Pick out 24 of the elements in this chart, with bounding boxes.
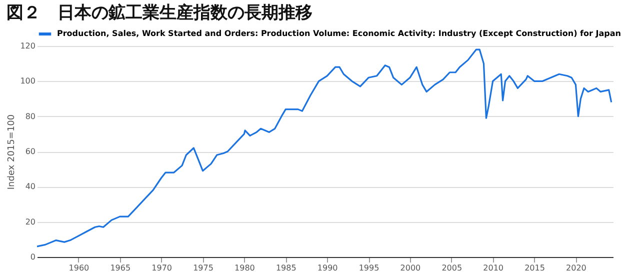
line-series <box>37 48 612 248</box>
x-tick-label: 1960 <box>68 264 90 272</box>
y-tick-label: 80 <box>25 112 36 121</box>
x-tick-label: 2020 <box>566 264 586 272</box>
x-tick-label: 1965 <box>110 264 131 272</box>
y-tick-label: 60 <box>25 147 36 156</box>
y-tick-label: 40 <box>25 182 36 192</box>
y-tick-label: 120 <box>20 42 36 50</box>
x-tick-label: 1990 <box>317 264 338 272</box>
x-tick-label: 2005 <box>442 264 462 272</box>
x-tick-label: 1995 <box>358 264 380 272</box>
x-tick-label: 2015 <box>524 264 545 272</box>
y-tick-label: 20 <box>25 217 36 226</box>
legend-label: Production, Sales, Work Started and Orders: Production Volume: Economic Activity: Industry (Except Construction) for Japan <box>57 29 621 38</box>
x-tick-label: 2010 <box>483 264 504 272</box>
chart-title: 図２ 日本の鉱工業生産指数の長期推移 <box>6 3 313 22</box>
x-tick-label: 2000 <box>400 264 421 272</box>
x-tick-label: 1985 <box>276 264 296 272</box>
x-tick-label: 1980 <box>234 264 255 272</box>
y-tick-label: 0 <box>30 252 36 262</box>
x-tick-label: 1970 <box>152 264 172 272</box>
y-tick-label: 100 <box>20 76 36 86</box>
y-axis-title: Index 2015=100 <box>7 114 18 190</box>
x-tick-label: 1975 <box>193 264 214 272</box>
